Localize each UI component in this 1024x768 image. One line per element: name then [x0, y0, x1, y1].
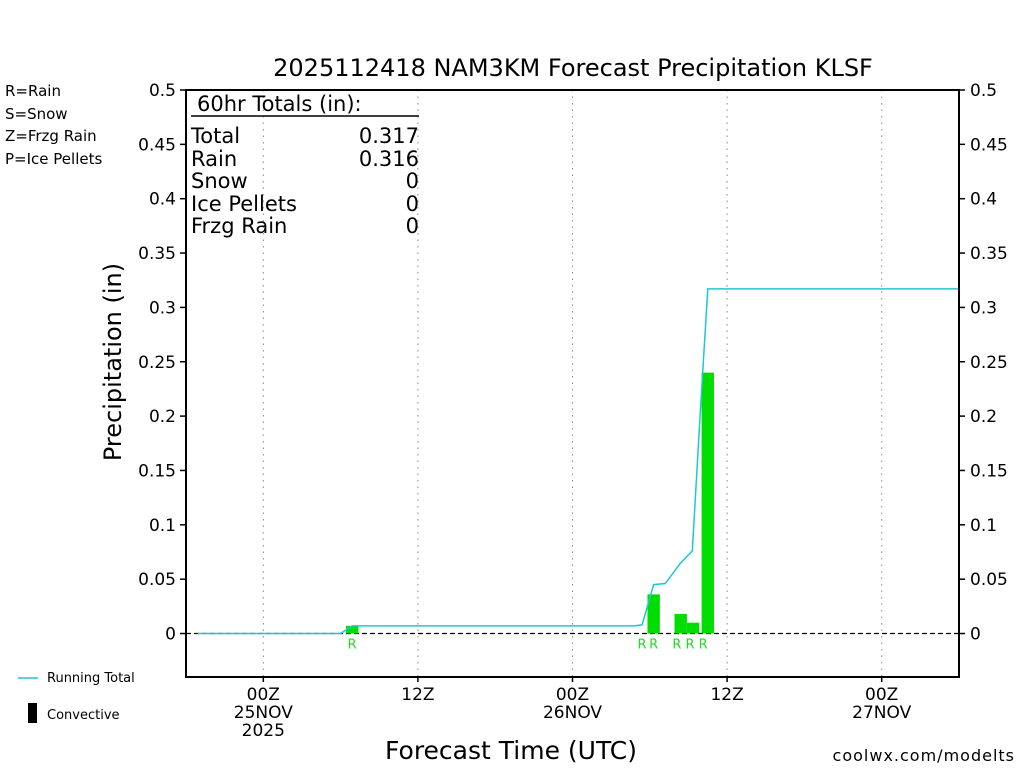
- precip-bar-3: [686, 622, 700, 634]
- precip-bar-2: [674, 613, 687, 634]
- y-ticks-left: 0 0.05 0.1 0.15 0.2 0.25 0.3 0.35 0.4 0.45 0.5: [138, 81, 186, 645]
- y-tick-label-right-6: 0.3: [970, 298, 997, 318]
- totals-label-rain: Rain: [191, 147, 237, 171]
- y-tick-label-right-7: 0.35: [970, 244, 1008, 264]
- convective-legend-swatch: [28, 703, 37, 723]
- x-tick-label-2-1: 26NOV: [543, 703, 602, 723]
- totals-label-snow: Snow: [191, 169, 248, 193]
- x-tick-label-4-1: 27NOV: [852, 703, 911, 723]
- precip-type-label-2: R: [649, 638, 658, 653]
- precip-type-label-0: R: [348, 638, 357, 653]
- legend-ice-pellets: P=Ice Pellets: [5, 150, 102, 168]
- totals-value-snow: 0: [406, 169, 419, 193]
- precip-bars: [346, 372, 714, 634]
- y-tick-label-left-10: 0.5: [149, 81, 176, 101]
- x-axis-label: Forecast Time (UTC): [385, 736, 637, 765]
- running-total-legend-label: Running Total: [47, 671, 135, 686]
- legend-frzg-rain: Z=Frzg Rain: [5, 127, 97, 145]
- y-axis-label: Precipitation (in): [99, 263, 127, 461]
- precip-bar-1: [647, 594, 660, 634]
- y-tick-label-right-8: 0.4: [970, 190, 997, 210]
- precip-type-label-4: R: [685, 638, 694, 653]
- y-tick-label-right-1: 0.05: [970, 570, 1008, 590]
- chart-title: 2025112418 NAM3KM Forecast Precipitation…: [273, 54, 873, 82]
- y-tick-label-left-6: 0.3: [149, 298, 176, 318]
- y-tick-label-left-5: 0.25: [138, 353, 176, 373]
- x-tick-label-4-0: 00Z: [865, 685, 898, 705]
- y-tick-label-right-2: 0.1: [970, 516, 997, 536]
- totals-value-total: 0.317: [359, 124, 419, 148]
- y-tick-label-left-3: 0.15: [138, 461, 176, 481]
- y-tick-label-left-4: 0.2: [149, 407, 176, 427]
- convective-legend-label: Convective: [47, 708, 120, 723]
- precip-type-label-5: R: [699, 638, 708, 653]
- y-tick-label-left-7: 0.35: [138, 244, 176, 264]
- legend-snow: S=Snow: [5, 105, 68, 123]
- grid-lines: [186, 90, 959, 677]
- x-tick-label-3-0: 12Z: [710, 685, 743, 705]
- totals-label-frzg-rain: Frzg Rain: [191, 214, 287, 238]
- x-tick-label-2-0: 00Z: [556, 685, 589, 705]
- totals-value-frzg-rain: 0: [406, 214, 419, 238]
- y-tick-label-left-9: 0.45: [138, 135, 176, 155]
- totals-box: 60hr Totals (in): Total 0.317 Rain 0.316…: [190, 92, 419, 238]
- y-ticks-right: 0 0.05 0.1 0.15 0.2 0.25 0.3 0.35 0.4 0.45 0.5: [959, 81, 1008, 645]
- x-tick-label-0-1: 25NOV: [234, 703, 293, 723]
- y-tick-label-right-5: 0.25: [970, 353, 1008, 373]
- y-tick-label-left-0: 0: [165, 625, 176, 645]
- x-tick-label-1-0: 12Z: [401, 685, 434, 705]
- totals-label-ice-pellets: Ice Pellets: [191, 192, 297, 216]
- y-tick-label-right-10: 0.5: [970, 81, 997, 101]
- y-tick-label-right-0: 0: [970, 625, 981, 645]
- credit-link[interactable]: coolwx.com/modelts: [833, 746, 1015, 765]
- y-tick-label-left-1: 0.05: [138, 570, 176, 590]
- precip-bar-0: [346, 625, 359, 634]
- running-total-line-group: [197, 288, 959, 635]
- y-tick-label-right-9: 0.45: [970, 135, 1008, 155]
- running-total-line: [197, 288, 959, 635]
- y-tick-label-right-3: 0.15: [970, 461, 1008, 481]
- y-tick-label-left-2: 0.1: [149, 516, 176, 536]
- precip-type-label-1: R: [638, 638, 647, 653]
- totals-value-ice-pellets: 0: [406, 192, 419, 216]
- precip-bar-4: [701, 372, 714, 634]
- totals-header: 60hr Totals (in):: [197, 92, 362, 116]
- legend-rain: R=Rain: [5, 82, 61, 100]
- totals-value-rain: 0.316: [359, 147, 419, 171]
- y-tick-label-left-8: 0.4: [149, 190, 176, 210]
- precip-type-label-3: R: [672, 638, 681, 653]
- totals-label-total: Total: [190, 124, 240, 148]
- y-tick-label-right-4: 0.2: [970, 407, 997, 427]
- x-tick-label-0-0: 00Z: [247, 685, 280, 705]
- x-tick-label-0-2: 2025: [242, 721, 285, 741]
